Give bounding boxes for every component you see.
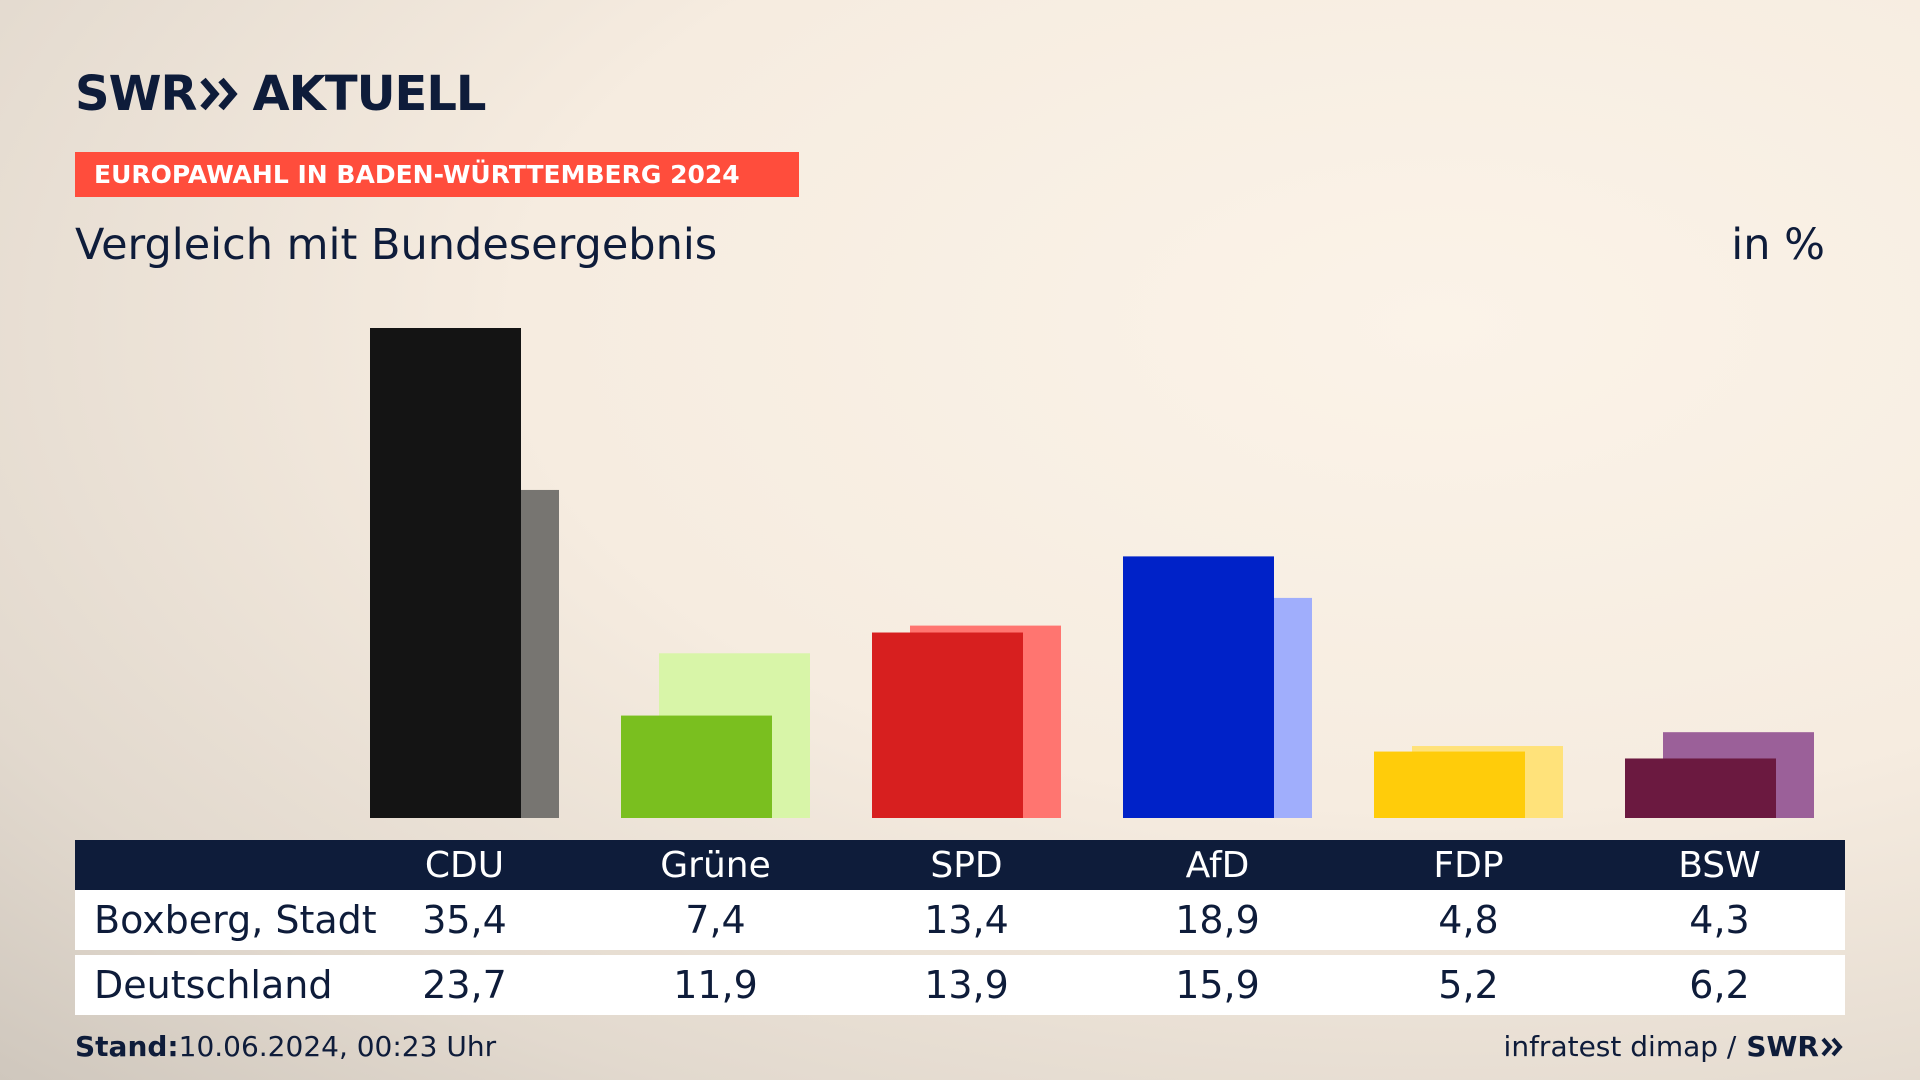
value-cell-afd: 15,9 [1175, 963, 1260, 1007]
column-header-afd: AfD [1185, 844, 1250, 886]
column-header-spd: SPD [930, 844, 1003, 886]
column-header-cdu: CDU [424, 844, 505, 886]
table-body: Boxberg, Stadt 35,4 7,4 13,4 18,9 4,8 4,3 Deuts… [75, 890, 1845, 1015]
table-row: Boxberg, Stadt 35,4 7,4 13,4 18,9 4,8 4,3 [75, 890, 1845, 950]
value-cell-fdp: 5,2 [1438, 963, 1499, 1007]
value-cell-cdu: 23,7 [422, 963, 507, 1007]
logo-swr-text: SWR [75, 66, 197, 122]
swr-aktuell-logo: SWR AKTUELL [75, 66, 487, 122]
value-cell-grüne: 7,4 [685, 898, 746, 942]
bar-boxberg-spd [872, 632, 1023, 818]
stand-label: Stand: [75, 1030, 179, 1063]
bar-boxberg-grüne [621, 715, 772, 818]
logo-aktuell-text: AKTUELL [252, 66, 486, 122]
column-header-bsw: BSW [1678, 844, 1761, 886]
row-label: Boxberg, Stadt [94, 898, 377, 942]
value-cell-spd: 13,4 [924, 898, 1009, 942]
source-chevron-icon [1821, 1037, 1843, 1056]
source-swr-logo: SWR [1746, 1030, 1819, 1063]
chart-subtitle: Vergleich mit Bundesergebnis [75, 220, 718, 270]
bar-boxberg-cdu [370, 328, 521, 818]
bar-boxberg-fdp [1374, 751, 1525, 818]
timestamp: Stand:10.06.2024, 00:23 Uhr [75, 1030, 496, 1063]
value-cell-bsw: 6,2 [1689, 963, 1750, 1007]
row-label: Deutschland [94, 963, 333, 1007]
chart-unit: in % [1731, 220, 1825, 270]
table-row: Deutschland 23,7 11,9 13,9 15,9 5,2 6,2 [75, 955, 1845, 1015]
stand-value: 10.06.2024, 00:23 Uhr [178, 1030, 497, 1063]
value-cell-spd: 13,9 [924, 963, 1009, 1007]
value-cell-afd: 18,9 [1175, 898, 1260, 942]
column-header-grüne: Grüne [660, 844, 771, 886]
election-banner: EUROPAWAHL IN BADEN-WÜRTTEMBERG 2024 [75, 152, 799, 197]
column-header-fdp: FDP [1433, 844, 1504, 886]
source-credit: infratest dimap / SWR [1504, 1030, 1845, 1063]
value-cell-fdp: 4,8 [1438, 898, 1499, 942]
value-cell-bsw: 4,3 [1689, 898, 1750, 942]
logo-chevron-icon [200, 77, 239, 111]
source-text: infratest dimap / [1503, 1030, 1737, 1063]
bar-boxberg-bsw [1625, 758, 1776, 818]
results-table: CDU Grüne SPD AfD FDP BSW Boxberg, Stadt 35,4 7… [75, 840, 1845, 1015]
bar-boxberg-afd [1123, 556, 1274, 818]
value-cell-grüne: 11,9 [673, 963, 758, 1007]
bar-chart [370, 328, 1814, 818]
value-cell-cdu: 35,4 [422, 898, 507, 942]
table-header: CDU Grüne SPD AfD FDP BSW [75, 840, 1845, 890]
